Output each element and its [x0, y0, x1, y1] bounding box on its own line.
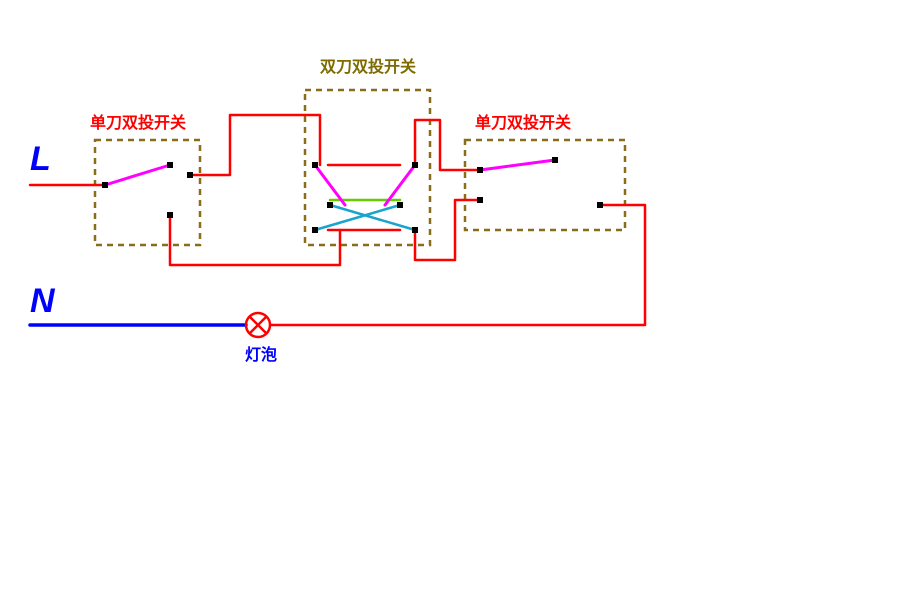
- label-lamp: 灯泡: [245, 345, 277, 364]
- terminal-dp_br: [412, 227, 418, 233]
- label-spdt-right: 单刀双投开关: [475, 113, 571, 132]
- terminal-sw1_common: [102, 182, 108, 188]
- terminal-sw1_top2: [187, 172, 193, 178]
- terminal-dp_bl: [312, 227, 318, 233]
- terminal-sw1_top: [167, 162, 173, 168]
- terminal-sw2_out_b: [597, 202, 603, 208]
- terminal-sw2_in_b: [477, 197, 483, 203]
- terminal-dp_tl: [312, 162, 318, 168]
- terminal-dp_ml: [327, 202, 333, 208]
- label-N: N: [30, 282, 56, 320]
- terminal-dp_tr: [412, 162, 418, 168]
- terminal-dp_mr: [397, 202, 403, 208]
- label-L: L: [30, 140, 51, 178]
- canvas-bg: [0, 0, 910, 589]
- terminal-sw1_bot: [167, 212, 173, 218]
- label-dpdt-center: 双刀双投开关: [320, 57, 416, 76]
- label-spdt-left: 单刀双投开关: [90, 113, 186, 132]
- terminal-sw2_out_t: [552, 157, 558, 163]
- circuit-diagram: L N 单刀双投开关 双刀双投开关单刀双投开关灯泡: [0, 0, 910, 589]
- terminal-sw2_in_t: [477, 167, 483, 173]
